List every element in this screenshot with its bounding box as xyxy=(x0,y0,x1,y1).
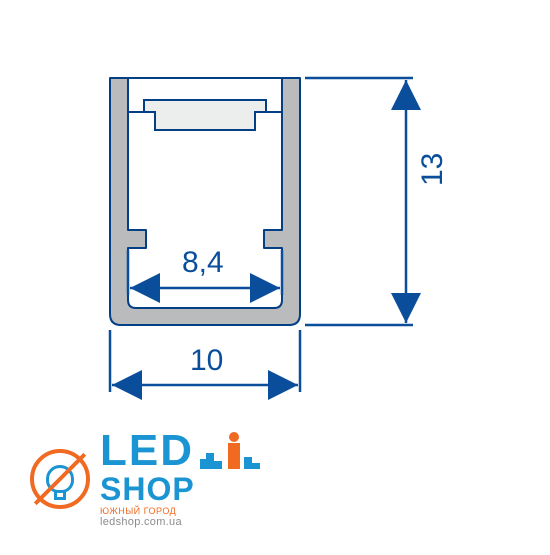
skyline-icon xyxy=(200,429,260,473)
diffuser xyxy=(144,100,266,130)
dimension-height xyxy=(305,78,413,325)
brand-logo: LED SHOP ЮЖНЫЙ ГОРОД ledshop.com.ua xyxy=(30,429,260,528)
dim-outer-width-label: 10 xyxy=(190,344,223,378)
logo-led-text: LED xyxy=(100,429,194,473)
dim-height-label: 13 xyxy=(416,153,450,186)
no-bulb-icon xyxy=(30,449,90,509)
dim-inner-width-label: 8,4 xyxy=(182,246,224,280)
logo-url: ledshop.com.ua xyxy=(100,517,260,528)
logo-tagline: ЮЖНЫЙ ГОРОД xyxy=(100,507,260,516)
logo-shop-text: SHOP xyxy=(100,473,260,505)
